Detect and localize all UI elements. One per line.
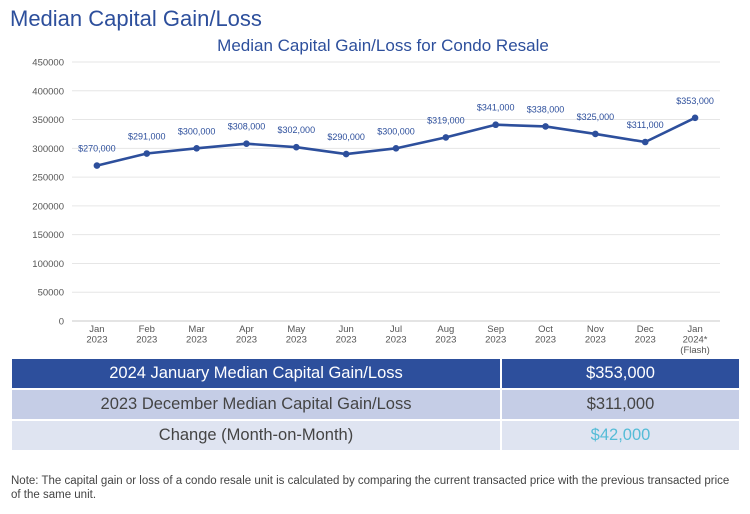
summary-label: 2024 January Median Capital Gain/Loss xyxy=(12,359,500,388)
y-tick-label: 350000 xyxy=(32,115,64,126)
data-point xyxy=(492,121,499,129)
data-label: $341,000 xyxy=(477,103,515,113)
summary-row-previous: 2023 December Median Capital Gain/Loss $… xyxy=(12,388,739,419)
data-point xyxy=(641,138,649,146)
summary-value: $311,000 xyxy=(502,388,739,419)
data-label: $291,000 xyxy=(128,132,166,142)
y-tick-label: 0 xyxy=(59,317,64,328)
y-tick-label: 100000 xyxy=(32,259,64,270)
data-label: $300,000 xyxy=(377,126,415,136)
x-tick-label: Jul 2023 xyxy=(385,324,406,346)
y-tick-label: 150000 xyxy=(32,230,64,241)
data-label: $302,000 xyxy=(278,125,316,135)
x-tick-label: Feb 2023 xyxy=(136,324,157,346)
y-tick-label: 400000 xyxy=(32,86,64,97)
data-label: $308,000 xyxy=(228,122,266,132)
x-tick-label: Mar 2023 xyxy=(186,324,207,346)
summary-label: 2023 December Median Capital Gain/Loss xyxy=(12,388,500,419)
summary-label: Change (Month-on-Month) xyxy=(12,419,500,450)
footnote: Note: The capital gain or loss of a cond… xyxy=(11,475,730,501)
x-tick-label: Jan 2024* (Flash) xyxy=(680,324,710,356)
data-point xyxy=(542,123,549,130)
data-point xyxy=(691,114,699,122)
page-title: Median Capital Gain/Loss xyxy=(10,6,262,31)
data-point xyxy=(193,145,200,152)
data-point xyxy=(442,134,450,141)
data-point xyxy=(243,140,250,148)
summary-row-change: Change (Month-on-Month) $42,000 xyxy=(12,419,739,450)
x-tick-label: May 2023 xyxy=(286,324,307,346)
data-label: $325,000 xyxy=(577,112,615,122)
x-tick-label: Apr 2023 xyxy=(236,324,257,346)
data-point xyxy=(392,145,400,152)
summary-value: $353,000 xyxy=(502,359,739,388)
line-chart: Median Capital Gain/Loss for Condo Resal… xyxy=(32,36,720,356)
y-tick-label: 300000 xyxy=(32,144,64,155)
series-line xyxy=(96,116,696,167)
x-tick-label: Oct 2023 xyxy=(535,324,556,346)
y-tick-label: 200000 xyxy=(32,201,64,212)
chart-title: Median Capital Gain/Loss for Condo Resal… xyxy=(217,36,549,55)
summary-value-change: $42,000 xyxy=(502,419,739,450)
summary-table: 2024 January Median Capital Gain/Loss $3… xyxy=(10,359,741,450)
x-tick-label: Sep 2023 xyxy=(485,324,506,346)
data-label: $353,000 xyxy=(676,96,714,106)
data-point xyxy=(93,162,101,169)
data-point xyxy=(293,143,300,151)
x-tick-label: Jan 2023 xyxy=(86,324,107,346)
data-point xyxy=(592,130,599,138)
y-tick-label: 250000 xyxy=(32,173,64,184)
data-label: $290,000 xyxy=(327,132,365,142)
x-tick-label: Jun 2023 xyxy=(336,324,357,346)
data-point xyxy=(143,150,151,157)
data-point xyxy=(342,150,350,158)
data-label: $270,000 xyxy=(78,144,116,154)
data-label: $338,000 xyxy=(527,104,565,114)
data-label: $311,000 xyxy=(627,120,664,130)
x-tick-label: Aug 2023 xyxy=(435,324,456,346)
data-label: $300,000 xyxy=(178,126,216,136)
y-tick-label: 50000 xyxy=(38,288,64,299)
x-tick-label: Nov 2023 xyxy=(585,324,606,346)
summary-row-current: 2024 January Median Capital Gain/Loss $3… xyxy=(12,359,739,388)
data-label: $319,000 xyxy=(427,115,465,125)
y-tick-label: 450000 xyxy=(32,58,64,69)
x-tick-label: Dec 2023 xyxy=(635,324,656,346)
